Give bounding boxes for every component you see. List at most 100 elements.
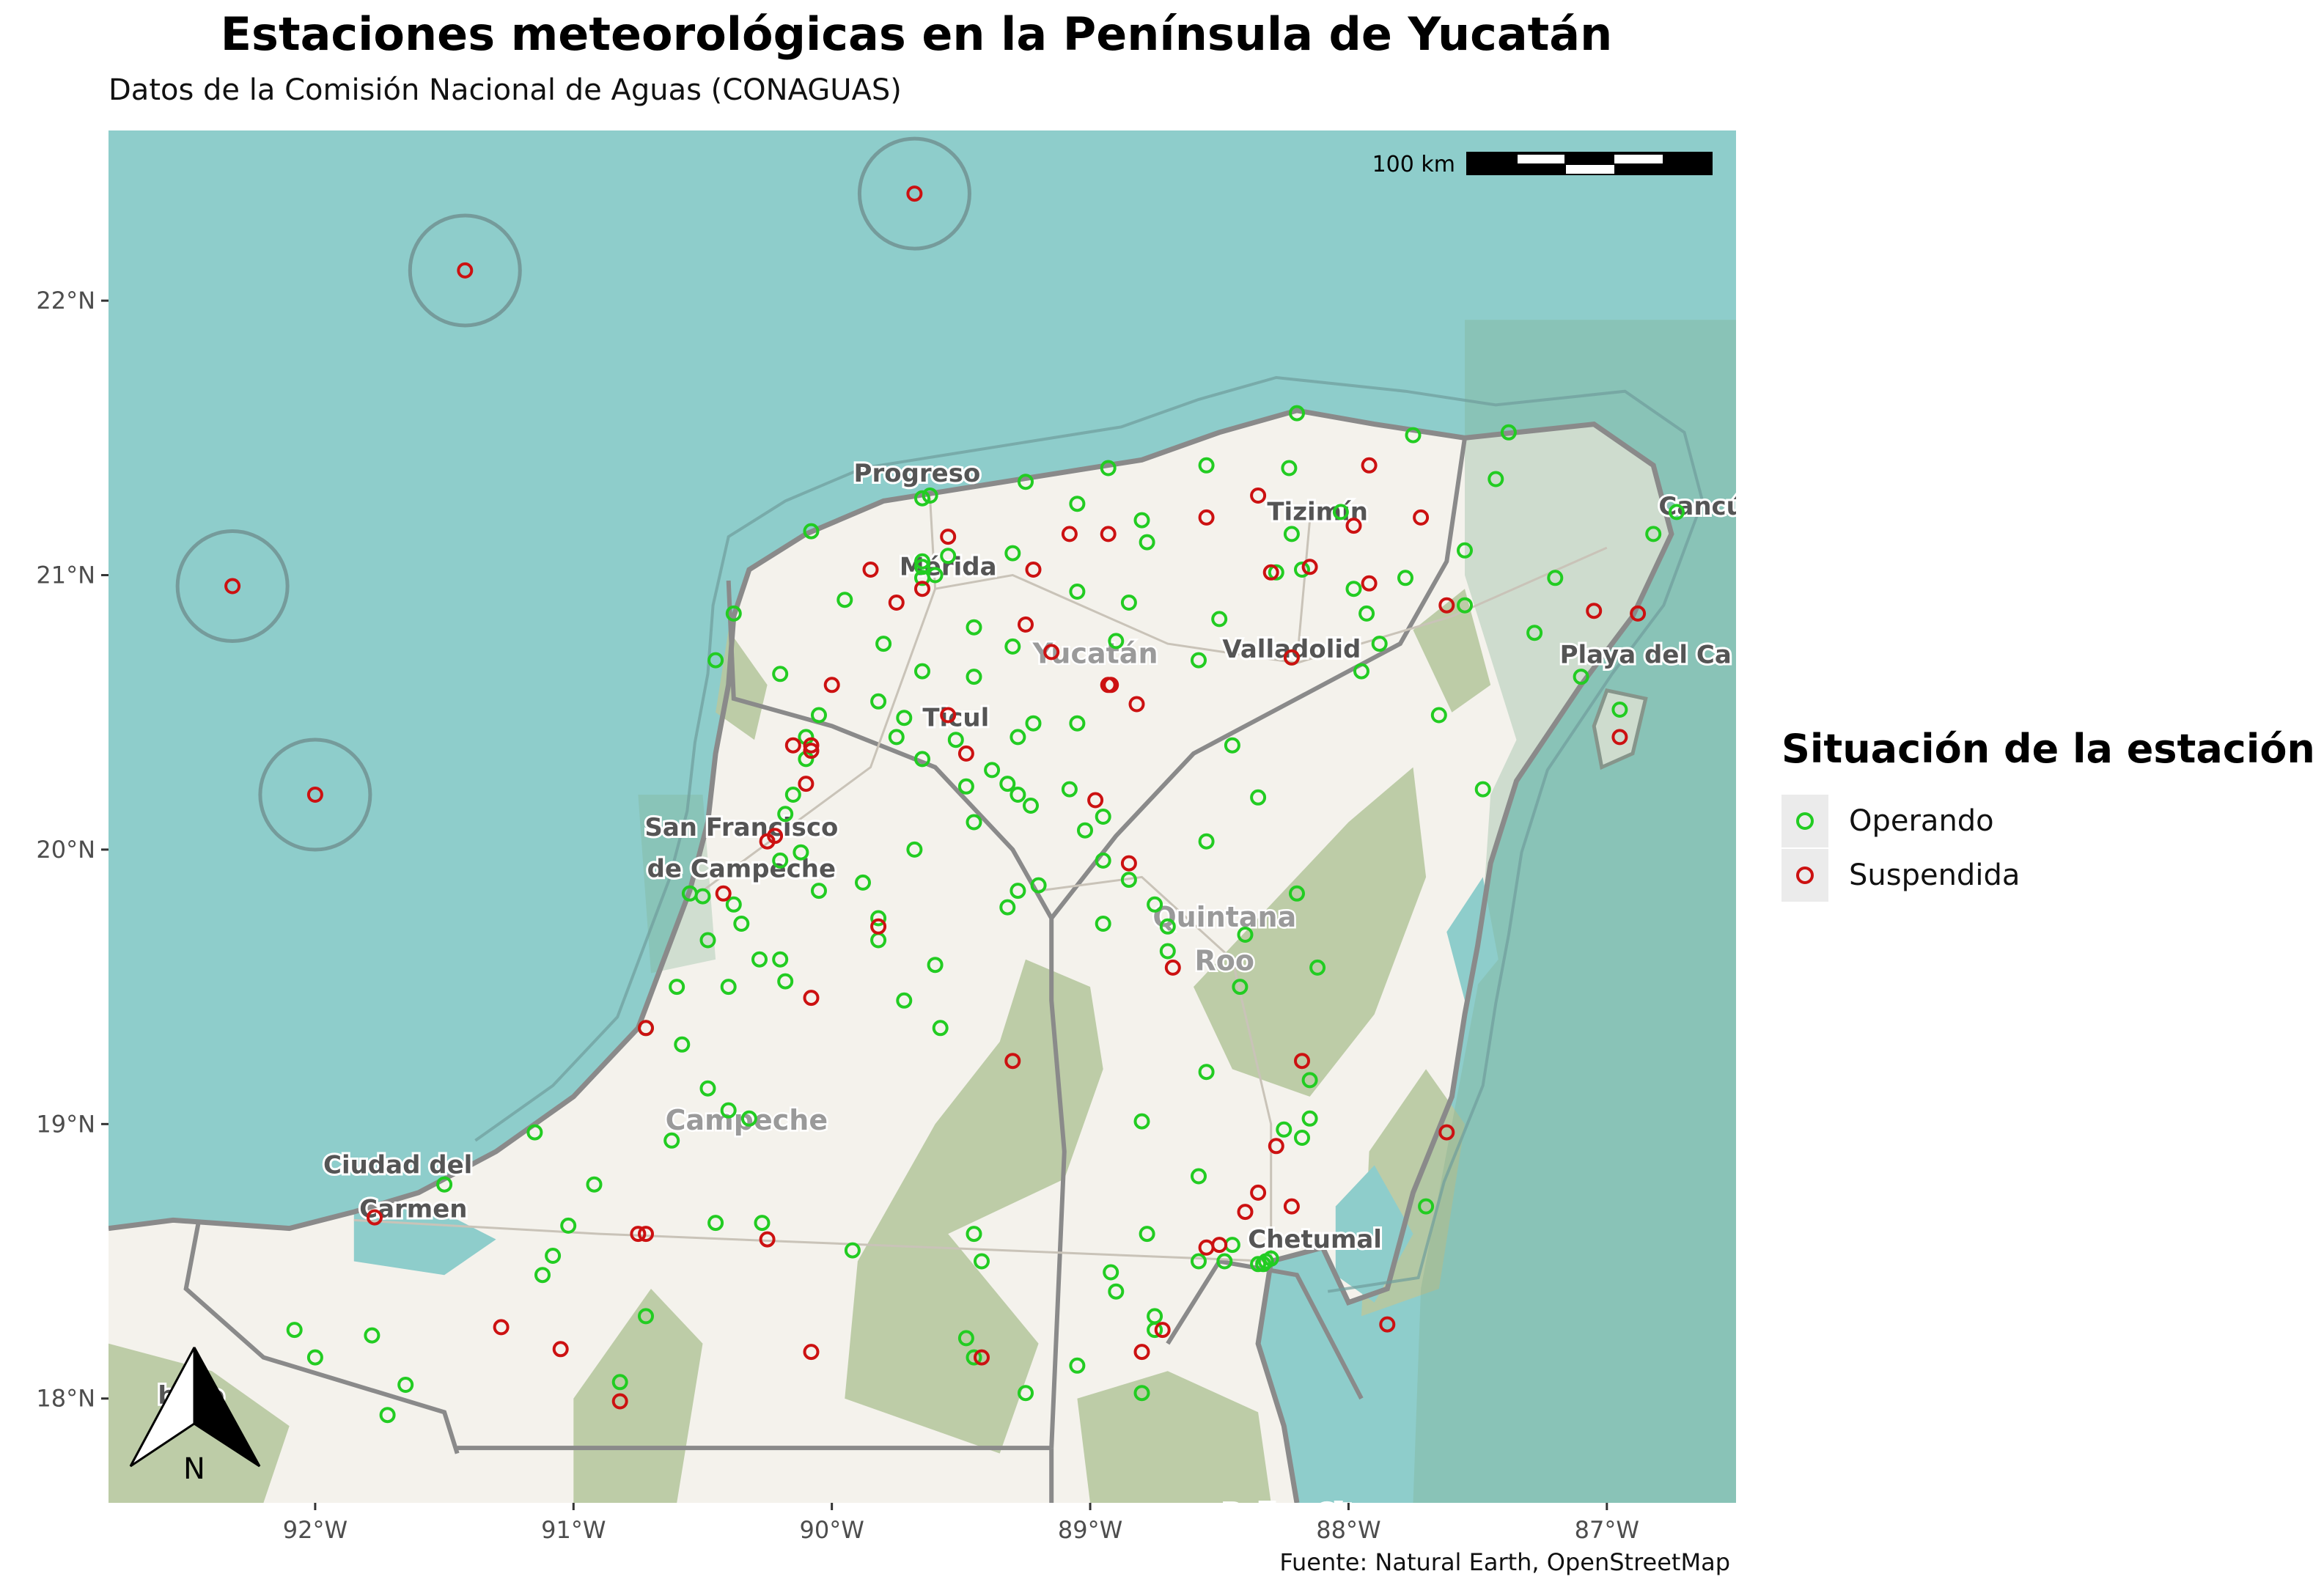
station-point-suspendida[interactable]	[1630, 605, 1647, 622]
station-point-operando[interactable]	[740, 1110, 757, 1127]
station-point-operando[interactable]	[1023, 798, 1039, 814]
station-point-operando[interactable]	[1276, 1121, 1292, 1138]
station-point-operando[interactable]	[1418, 1198, 1435, 1215]
station-point-operando[interactable]	[436, 1176, 453, 1193]
station-point-operando[interactable]	[534, 1267, 551, 1284]
station-point-suspendida[interactable]	[862, 562, 879, 578]
station-point-suspendida[interactable]	[1345, 518, 1362, 534]
station-point-operando[interactable]	[966, 814, 982, 831]
station-point-suspendida[interactable]	[493, 1319, 510, 1336]
station-point-operando[interactable]	[1159, 918, 1176, 935]
station-point-operando[interactable]	[1108, 633, 1125, 650]
station-point-suspendida[interactable]	[1438, 1124, 1455, 1141]
station-point-suspendida[interactable]	[798, 776, 814, 792]
station-point-operando[interactable]	[914, 559, 930, 575]
station-point-operando[interactable]	[1332, 504, 1349, 520]
station-point-operando[interactable]	[663, 1132, 680, 1149]
station-point-operando[interactable]	[1103, 1264, 1119, 1281]
station-point-suspendida[interactable]	[1361, 457, 1378, 474]
station-point-operando[interactable]	[1397, 570, 1413, 586]
station-point-operando[interactable]	[1159, 943, 1176, 960]
station-point-suspendida[interactable]	[1301, 559, 1318, 575]
station-point-operando[interactable]	[1069, 715, 1086, 732]
station-point-operando[interactable]	[1526, 625, 1543, 641]
station-point-suspendida[interactable]	[888, 595, 905, 611]
station-point-operando[interactable]	[1030, 877, 1047, 894]
station-point-suspendida[interactable]	[1283, 649, 1300, 666]
station-point-operando[interactable]	[379, 1407, 396, 1424]
station-point-operando[interactable]	[1018, 1385, 1034, 1402]
station-point-operando[interactable]	[1294, 562, 1310, 578]
station-point-operando[interactable]	[1257, 1253, 1274, 1270]
station-point-operando[interactable]	[669, 979, 685, 996]
station-point-suspendida[interactable]	[1198, 1239, 1215, 1256]
station-point-operando[interactable]	[1358, 605, 1375, 622]
station-point-operando[interactable]	[984, 762, 1001, 779]
station-point-operando[interactable]	[927, 957, 944, 974]
station-point-operando[interactable]	[1500, 424, 1517, 441]
station-point-operando[interactable]	[1133, 1113, 1150, 1130]
station-point-operando[interactable]	[1281, 460, 1298, 477]
station-point-suspendida[interactable]	[552, 1341, 569, 1358]
station-point-suspendida[interactable]	[1268, 1138, 1284, 1155]
station-point-operando[interactable]	[1095, 852, 1111, 869]
station-point-suspendida[interactable]	[457, 262, 474, 279]
station-point-operando[interactable]	[777, 806, 794, 823]
station-point-operando[interactable]	[1211, 611, 1228, 628]
station-point-suspendida[interactable]	[784, 737, 801, 754]
station-point-operando[interactable]	[957, 778, 974, 795]
station-point-operando[interactable]	[1139, 534, 1155, 551]
station-point-suspendida[interactable]	[1283, 1198, 1300, 1215]
station-point-operando[interactable]	[1430, 707, 1447, 724]
station-point-operando[interactable]	[1061, 781, 1078, 798]
station-point-suspendida[interactable]	[1004, 1053, 1021, 1070]
station-point-operando[interactable]	[1095, 916, 1111, 932]
station-point-suspendida[interactable]	[306, 787, 323, 803]
station-point-suspendida[interactable]	[1250, 1184, 1267, 1201]
station-point-operando[interactable]	[1108, 1283, 1125, 1300]
station-point-suspendida[interactable]	[638, 1226, 654, 1243]
station-point-operando[interactable]	[364, 1327, 380, 1344]
station-point-operando[interactable]	[1573, 669, 1589, 685]
station-point-operando[interactable]	[1147, 1322, 1163, 1339]
station-point-operando[interactable]	[1100, 460, 1117, 477]
station-point-operando[interactable]	[694, 888, 711, 905]
station-point-suspendida[interactable]	[1043, 644, 1060, 661]
station-point-suspendida[interactable]	[1361, 575, 1378, 592]
station-point-operando[interactable]	[1010, 787, 1026, 803]
station-point-operando[interactable]	[966, 1226, 982, 1243]
station-point-operando[interactable]	[811, 707, 827, 724]
station-point-suspendida[interactable]	[1128, 696, 1145, 713]
station-point-operando[interactable]	[720, 979, 737, 996]
station-point-operando[interactable]	[1289, 885, 1305, 902]
station-point-suspendida[interactable]	[906, 185, 923, 202]
station-point-suspendida[interactable]	[224, 578, 241, 595]
station-point-operando[interactable]	[1611, 702, 1628, 718]
station-point-operando[interactable]	[1139, 1226, 1155, 1243]
station-point-suspendida[interactable]	[803, 1344, 820, 1361]
station-point-operando[interactable]	[888, 729, 905, 746]
station-point-operando[interactable]	[957, 1330, 974, 1347]
station-point-operando[interactable]	[1488, 471, 1504, 488]
station-point-operando[interactable]	[1069, 584, 1086, 600]
station-point-operando[interactable]	[940, 548, 957, 564]
station-point-operando[interactable]	[1120, 872, 1137, 889]
station-point-operando[interactable]	[947, 732, 964, 748]
station-point-operando[interactable]	[1405, 427, 1422, 444]
station-point-operando[interactable]	[1010, 883, 1026, 899]
station-point-operando[interactable]	[1191, 1168, 1207, 1185]
station-point-operando[interactable]	[1095, 809, 1111, 825]
station-point-operando[interactable]	[966, 619, 982, 636]
station-point-operando[interactable]	[638, 1308, 654, 1325]
station-point-operando[interactable]	[784, 787, 801, 803]
station-point-operando[interactable]	[1025, 715, 1042, 732]
station-point-suspendida[interactable]	[1438, 597, 1455, 614]
station-point-operando[interactable]	[1120, 595, 1137, 611]
station-point-operando[interactable]	[803, 523, 820, 540]
station-point-operando[interactable]	[870, 693, 887, 710]
station-point-suspendida[interactable]	[957, 745, 974, 762]
station-point-operando[interactable]	[932, 1020, 949, 1037]
station-point-suspendida[interactable]	[1133, 1344, 1150, 1361]
station-point-operando[interactable]	[1353, 663, 1369, 680]
station-point-operando[interactable]	[751, 951, 768, 968]
